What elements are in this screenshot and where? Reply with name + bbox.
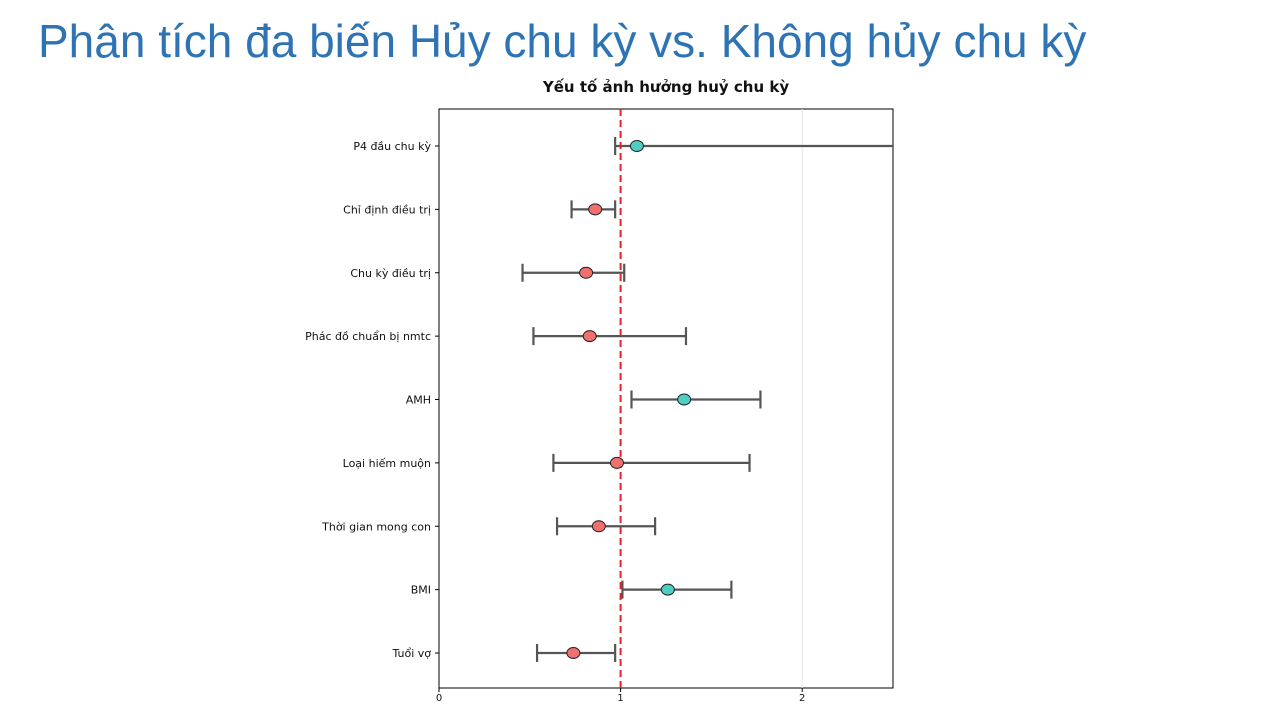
estimate-point	[660, 583, 675, 596]
chart-title: Yếu tố ảnh hưởng huỷ chu kỳ	[542, 77, 789, 96]
factor-row	[630, 390, 762, 409]
estimate-point	[566, 647, 581, 659]
factor-row	[621, 580, 733, 599]
point-layer	[566, 140, 692, 659]
factor-row	[552, 453, 751, 472]
x-tick-label: 0	[436, 693, 442, 704]
factor-row	[614, 137, 893, 155]
y-tick-label: Chu kỳ điều trị	[350, 267, 431, 280]
y-tick-label: Chỉ định điều trị	[343, 203, 431, 216]
y-tick-label: Tuổi vợ	[391, 647, 431, 660]
x-tick-label: 2	[799, 693, 805, 704]
y-tick-label: Phác đồ chuẩn bị nmtc	[305, 330, 431, 343]
estimate-point	[591, 520, 606, 533]
x-axis-ticks: 0 1 2	[436, 688, 805, 704]
factor-row	[521, 263, 626, 282]
y-tick-label: Thời gian mong con	[321, 520, 431, 533]
factor-row	[555, 517, 657, 536]
estimate-point	[629, 140, 644, 152]
estimate-point	[579, 266, 594, 279]
y-tick-label: AMH	[406, 394, 431, 407]
y-tick-label: Loại hiếm muộn	[343, 457, 431, 470]
y-tick-label: BMI	[411, 584, 431, 597]
factor-row	[532, 327, 688, 346]
slide-title: Phân tích đa biến Hủy chu kỳ vs. Không h…	[38, 15, 1087, 67]
plot-frame	[438, 108, 894, 689]
y-axis-labels: P4 đầu chu kỳ Chỉ định điều trị Chu kỳ điề…	[305, 140, 439, 660]
estimate-point	[677, 393, 692, 406]
errorbar-layer	[521, 137, 893, 662]
x-tick-label: 1	[617, 693, 623, 704]
estimate-point	[588, 203, 603, 216]
estimate-point	[609, 456, 624, 469]
y-tick-label: P4 đầu chu kỳ	[353, 140, 431, 153]
estimate-point	[582, 330, 597, 343]
